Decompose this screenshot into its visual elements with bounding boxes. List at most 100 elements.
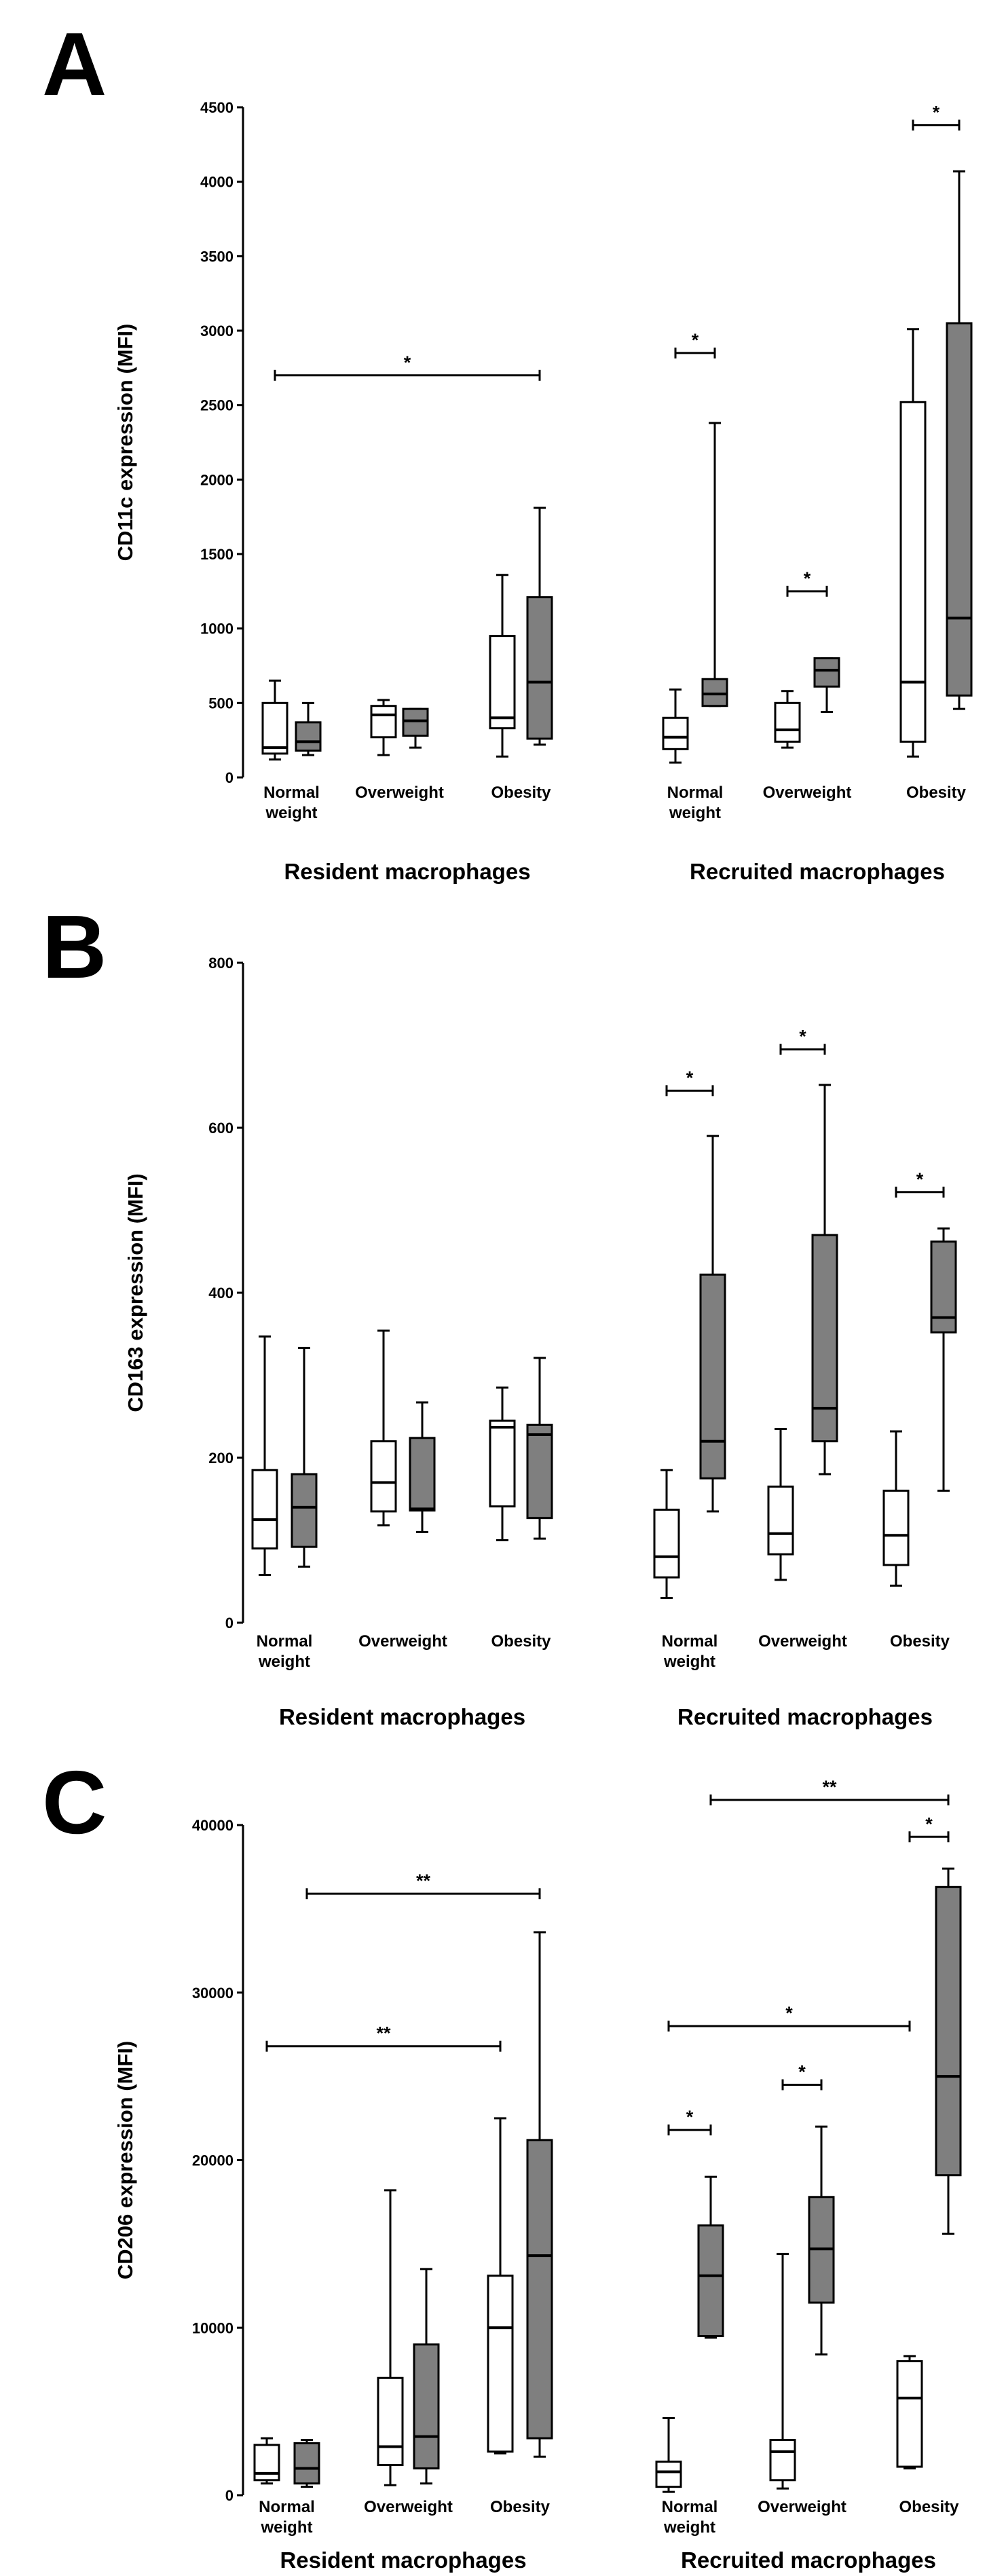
box-iqr (370, 705, 397, 739)
box-iqr (402, 707, 429, 737)
box-plot-normal (487, 2117, 514, 2454)
significance-bracket: * (786, 568, 828, 597)
significance-label: * (925, 1814, 933, 1834)
box-plot-obese (526, 1931, 553, 2458)
box-plot-obese (409, 1401, 436, 1533)
significance-bracket: ** (305, 1871, 541, 1900)
group-label: Resident macrophages (284, 859, 530, 884)
box-plot-obese (813, 657, 840, 713)
box-iqr (899, 401, 927, 743)
significance-bracket: * (667, 2003, 911, 2032)
y-tick-label: 600 (208, 1120, 234, 1137)
significance-bracket: ** (709, 1777, 950, 1805)
panel-letter: B (42, 897, 107, 997)
box-iqr (253, 2444, 280, 2482)
category-label: Overweight (358, 1632, 447, 1651)
category-label: Obesity (899, 2498, 959, 2516)
box-iqr (526, 1423, 553, 1520)
y-tick-label: 1000 (200, 621, 234, 638)
group-label: Recruited macrophages (690, 859, 945, 884)
category-label: Overweight (763, 784, 852, 802)
box-plot-normal (767, 1427, 794, 1581)
box-plot-normal (261, 679, 288, 761)
y-tick-label: 3000 (200, 323, 234, 339)
category-label: Normal (263, 784, 320, 802)
y-tick-label: 0 (225, 2487, 234, 2504)
category-label: weight (261, 2518, 313, 2537)
box-iqr (293, 2442, 320, 2485)
category-label: Normal (259, 2498, 315, 2516)
y-tick-label: 10000 (192, 2319, 234, 2336)
box-iqr (489, 1419, 516, 1508)
category-label: Overweight (364, 2498, 453, 2516)
group-label: Recruited macrophages (681, 2547, 936, 2573)
box-plot-obese (930, 1227, 957, 1492)
box-plot-obese (811, 1084, 838, 1475)
box-plot-obese (935, 1867, 962, 2235)
box-iqr (291, 1473, 318, 1548)
box-iqr (699, 1273, 726, 1479)
y-axis-title: CD206 expression (MFI) (113, 2041, 137, 2279)
box-iqr (896, 2360, 923, 2468)
box-plot-normal (896, 2355, 923, 2470)
box-iqr (487, 2275, 514, 2453)
box-plot-normal (882, 1430, 910, 1587)
y-tick-label: 4000 (200, 174, 234, 191)
box-iqr (769, 2439, 796, 2482)
panel-letter: C (42, 1752, 107, 1852)
significance-label: ** (822, 1777, 837, 1797)
box-plot-normal (655, 2416, 682, 2493)
significance-label: * (686, 2107, 694, 2127)
panel-c: C 0 10000 20000 30000 40000 CD206 expression (… (42, 1752, 962, 2573)
y-tick-label: 500 (208, 695, 234, 712)
category-label: weight (265, 804, 318, 822)
y-tick-label: 800 (208, 955, 234, 972)
box-plot-obese (946, 170, 973, 710)
y-axis-title: CD163 expression (MFI) (124, 1173, 147, 1412)
y-tick-label: 2000 (200, 471, 234, 488)
box-plot-obese (291, 1346, 318, 1568)
y-tick-label: 2500 (200, 397, 234, 414)
box-iqr (813, 657, 840, 688)
box-plot-normal (653, 1469, 680, 1600)
box-iqr (697, 2224, 724, 2338)
category-label: Normal (667, 784, 724, 802)
panel-a: A 0 500 1000 1500 2000 2500 3000 3500 4000 4500 CD1… (42, 14, 973, 884)
category-label: Overweight (758, 2498, 846, 2516)
box-iqr (701, 678, 728, 707)
significance-bracket: * (674, 330, 716, 358)
box-plot-normal (774, 690, 801, 749)
significance-label: * (692, 330, 699, 350)
significance-bracket: * (274, 352, 541, 381)
y-tick-label: 20000 (192, 2152, 234, 2169)
significance-label: * (686, 1067, 694, 1088)
box-iqr (774, 701, 801, 743)
box-plot-obese (413, 2268, 440, 2485)
box-plot-normal (899, 328, 927, 758)
category-label: Normal (257, 1632, 313, 1651)
box-iqr (413, 2343, 440, 2470)
box-plot-obese (701, 422, 728, 707)
category-label: weight (258, 1653, 310, 1671)
y-tick-label: 3500 (200, 248, 234, 265)
box-iqr (526, 596, 553, 740)
category-label: weight (663, 1653, 715, 1671)
y-tick-label: 400 (208, 1285, 234, 1302)
significance-bracket: * (667, 2107, 712, 2136)
box-plot-obese (402, 707, 429, 749)
box-plot-normal (377, 2189, 404, 2486)
box-plot-normal (251, 1335, 278, 1577)
box-plot-obese (526, 507, 553, 746)
significance-label: * (933, 102, 940, 122)
y-axis-title: CD11c expression (MFI) (113, 324, 137, 562)
box-iqr (662, 716, 689, 750)
significance-label: * (804, 568, 811, 589)
y-tick-label: 1500 (200, 546, 234, 563)
significance-label: * (798, 2061, 806, 2082)
significance-label: ** (376, 2023, 391, 2044)
category-label: Obesity (890, 1632, 950, 1651)
category-label: Obesity (491, 784, 551, 802)
box-plot-normal (489, 574, 516, 758)
